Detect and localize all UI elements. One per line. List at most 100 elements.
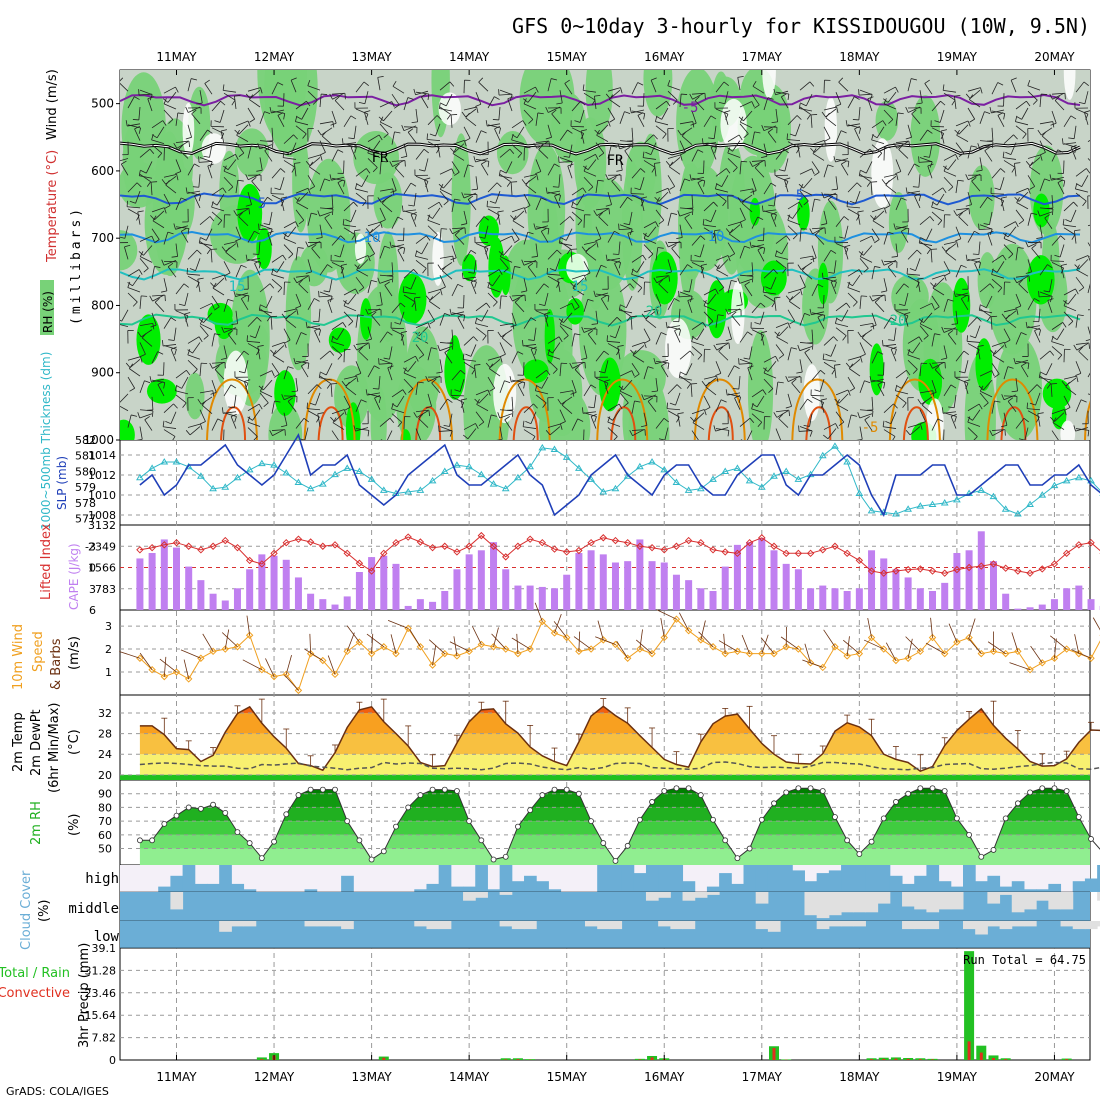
wind-barb: [1027, 298, 1035, 311]
wind-barb: [967, 340, 981, 343]
cloud-middle-gap: [877, 892, 891, 904]
wind-barb: [1015, 378, 1018, 392]
wind-barb: [192, 342, 201, 354]
wind-barb: [175, 197, 182, 211]
wind-barb: [559, 157, 573, 163]
wind-barb: [739, 116, 744, 123]
wind-barb: [120, 319, 122, 322]
wind-barb: [607, 343, 620, 351]
wind-barb: [979, 392, 989, 404]
wind-barb: [271, 363, 280, 375]
wind-barb: [681, 131, 687, 137]
wind-barb: [533, 327, 537, 341]
wind-barb: [478, 81, 489, 92]
date-label-top: 14MAY: [449, 50, 490, 64]
wind-barb: [134, 96, 140, 100]
isotherm-warm-lobe: [610, 406, 637, 440]
wind-barb: [811, 168, 815, 175]
wind-barb: [580, 130, 585, 144]
date-label-bottom: 16MAY: [644, 1070, 685, 1084]
wind-barb: [423, 148, 429, 154]
lifted-index-point: [709, 546, 717, 554]
thickness-point: [343, 464, 352, 471]
lifted-index-point: [1038, 565, 1046, 573]
wind-barb: [377, 75, 384, 78]
wind-barb: [1039, 140, 1046, 153]
wind-barb: [824, 137, 831, 142]
rh-moist-area: [888, 191, 909, 253]
wind-barb: [715, 255, 729, 261]
rh2m-point: [319, 786, 326, 793]
wind-barb: [716, 376, 719, 383]
wind-barb: [637, 287, 643, 293]
wind-barb: [536, 174, 539, 181]
wind-barb: [905, 136, 912, 140]
wind-barb: [965, 204, 972, 207]
wind-barb: [303, 417, 309, 423]
wind-barb: [655, 293, 662, 307]
thickness-point: [575, 464, 583, 471]
lifted-index-point: [209, 542, 217, 550]
wind-barb: [199, 409, 206, 422]
wind-barb: [492, 119, 499, 121]
wind-barb: [738, 376, 741, 390]
wind-barb: [196, 282, 200, 288]
wind-barb: [778, 169, 785, 172]
wind-barb: [607, 403, 620, 412]
wind-barb: [991, 273, 1005, 279]
wind10-barb: [700, 620, 706, 640]
wind-barb: [871, 396, 874, 410]
wind-barb: [253, 436, 258, 440]
wind-barb: [460, 399, 465, 413]
wind-barb: [891, 256, 898, 258]
wind-barb: [821, 111, 826, 118]
wind-barb: [835, 158, 849, 163]
wind-barb: [749, 346, 753, 360]
wind-barb: [807, 398, 813, 403]
wind-barb: [135, 190, 141, 204]
wind-barb: [811, 245, 817, 258]
wind-barb: [1063, 409, 1067, 416]
wind-barb: [500, 170, 507, 174]
wind-barb: [337, 182, 345, 195]
wind-barb: [943, 327, 957, 333]
cloud-high-bar: [219, 865, 232, 892]
wind-barb: [307, 363, 310, 370]
wind-barb: [444, 313, 451, 316]
wind-barb: [403, 182, 412, 195]
wind-barb: [235, 310, 238, 324]
wind-barb: [834, 364, 841, 366]
wind-barb: [834, 365, 837, 379]
wind-barb: [428, 375, 441, 382]
wind-barb: [378, 376, 381, 390]
wind10-barb: [987, 641, 1006, 654]
wind-barb: [1032, 320, 1039, 323]
wind-barb: [739, 246, 745, 259]
wind-barb: [1078, 287, 1085, 292]
wind-barb: [163, 403, 174, 414]
cloud-high-bar: [194, 883, 208, 892]
wind-barb: [494, 128, 501, 141]
wind-barb: [163, 86, 176, 94]
wind-barb: [585, 247, 590, 253]
wind-barb: [334, 96, 340, 101]
wind-barb: [394, 131, 401, 134]
wind-barb: [127, 287, 141, 293]
wind-barb: [305, 271, 312, 274]
wind-barb: [211, 379, 217, 393]
wind-barb: [1049, 279, 1053, 293]
wind-barb: [511, 228, 520, 240]
wind-barb: [671, 248, 681, 259]
wind-barb: [893, 327, 897, 341]
wind-barb: [689, 279, 693, 293]
wind-barb: [566, 248, 571, 255]
wind-barb: [487, 376, 496, 389]
cloud-high-bar: [633, 873, 647, 892]
wind-barb: [804, 313, 811, 316]
thickness-point: [904, 505, 913, 512]
wind-barb: [405, 286, 412, 290]
wind-barb: [836, 404, 849, 412]
wind-barb: [609, 99, 621, 108]
wind-barb: [812, 153, 825, 161]
wind-barb: [415, 355, 419, 362]
